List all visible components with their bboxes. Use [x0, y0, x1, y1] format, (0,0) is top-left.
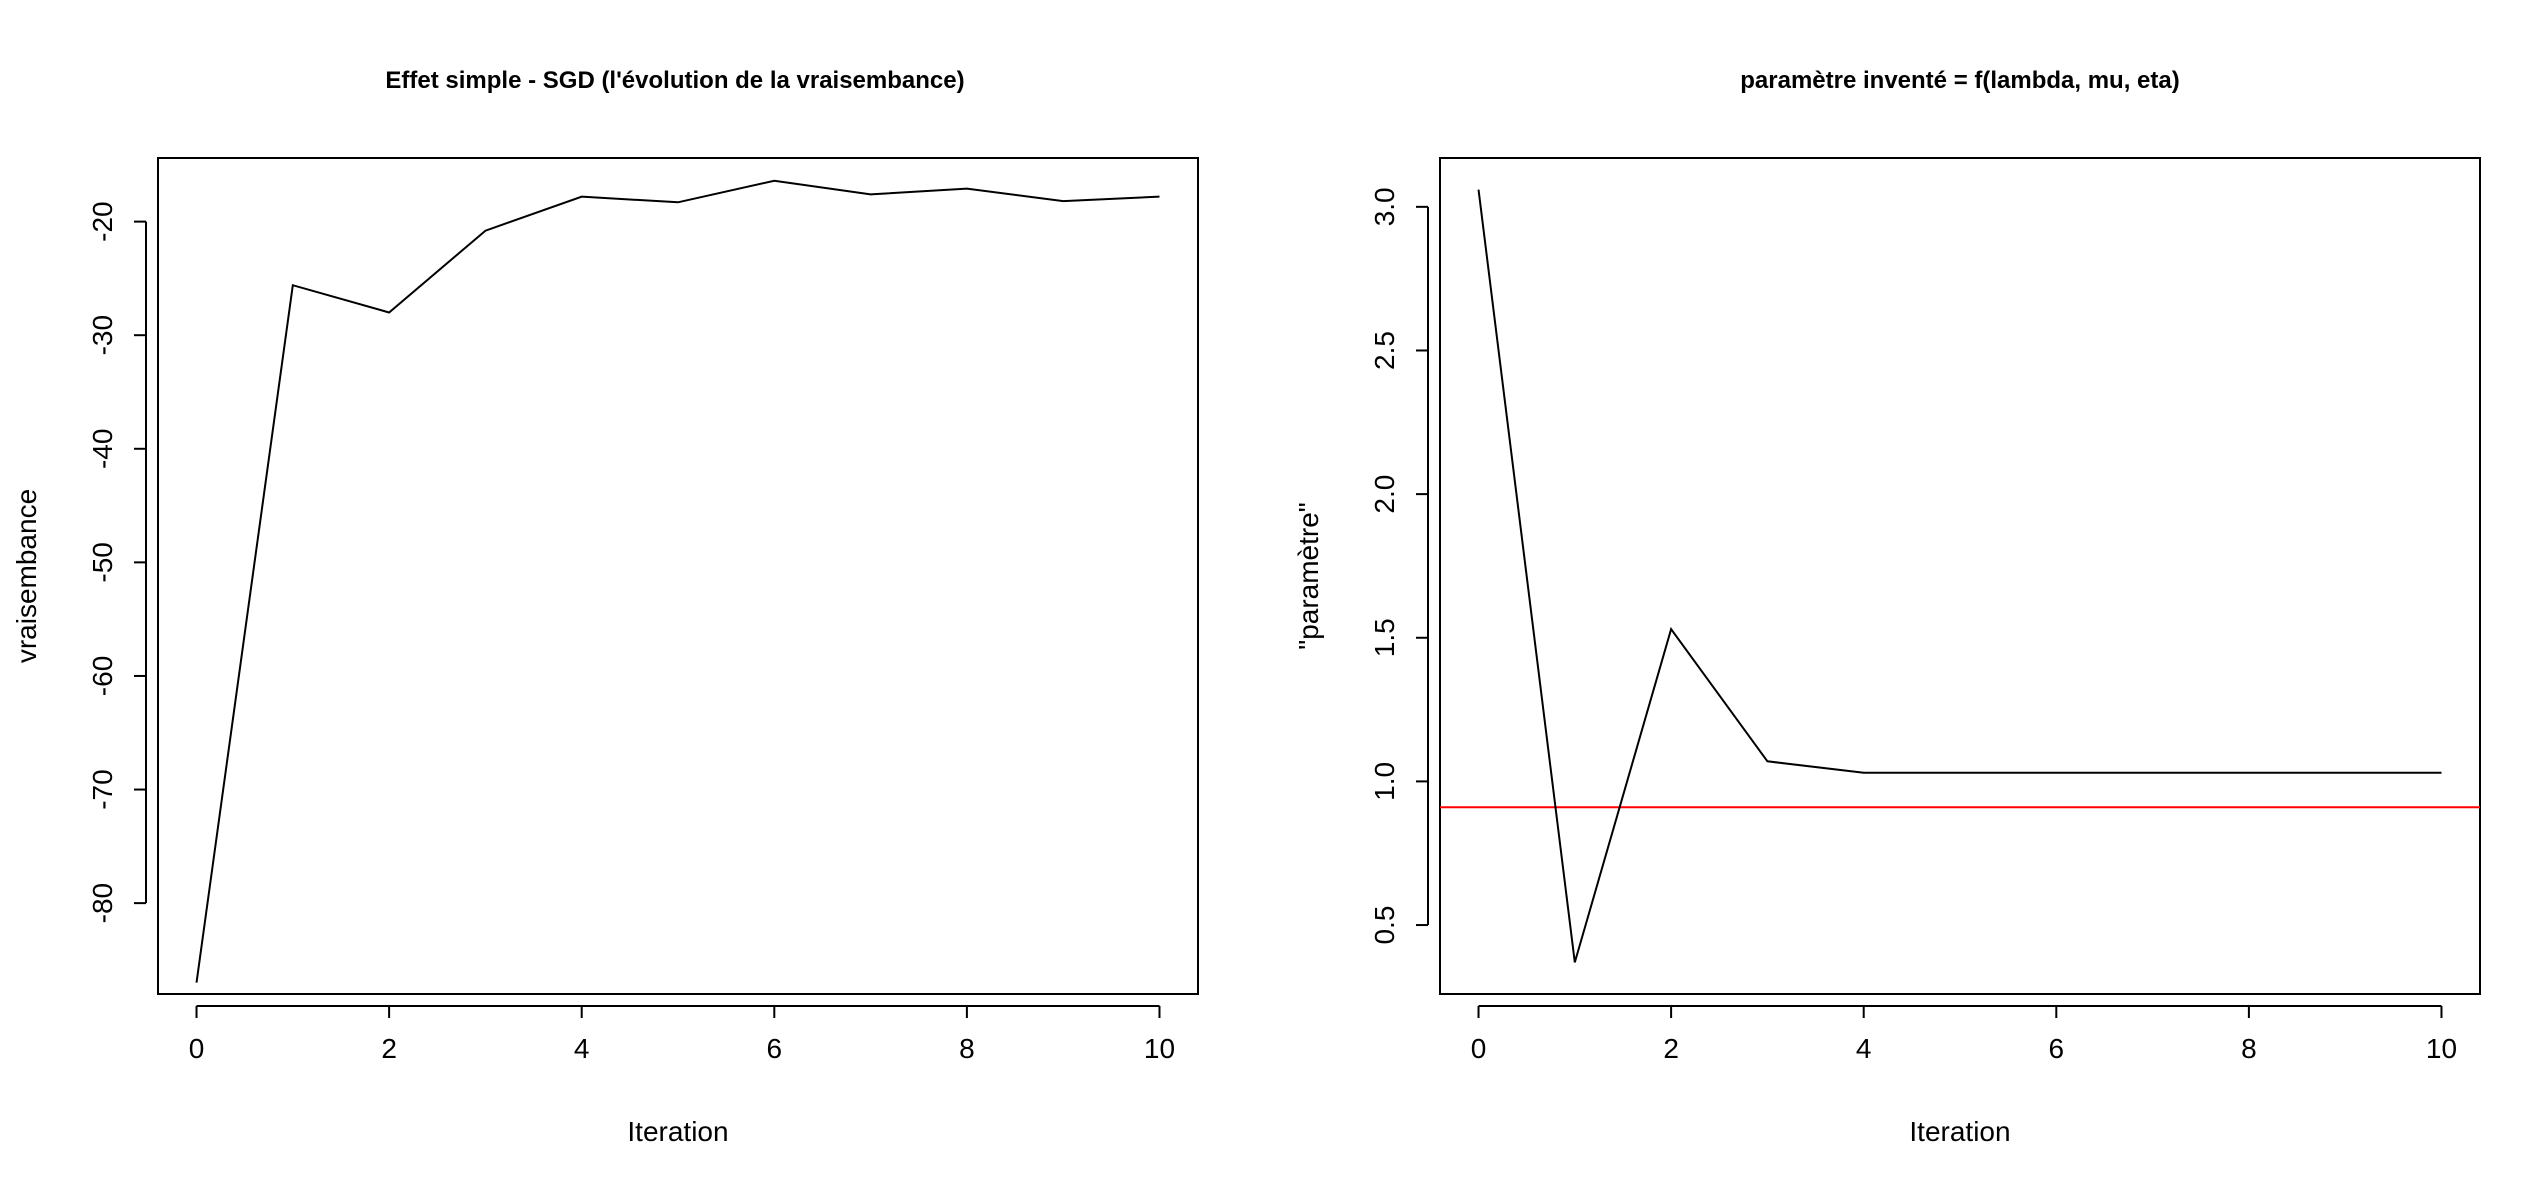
x-axis: 0 2 4 6 8 10 — [1471, 1005, 2457, 1064]
chart-panel-likelihood: Effet simple - SGD (l'évolution de la vr… — [11, 67, 1199, 1147]
x-axis-label: Iteration — [1909, 1116, 2010, 1147]
y-axis: -80 -70 -60 -50 -40 -30 -20 — [87, 201, 147, 923]
series-line — [1477, 189, 2442, 963]
y-tick-label: 1.5 — [1369, 618, 1400, 657]
x-tick-label: 2 — [1663, 1033, 1679, 1064]
x-tick-label: 0 — [189, 1033, 205, 1064]
plot-frame — [157, 157, 1199, 995]
x-tick-label: 10 — [1144, 1033, 1175, 1064]
y-tick-label: 0.5 — [1369, 906, 1400, 945]
x-tick-label: 10 — [2426, 1033, 2457, 1064]
y-tick-label: 3.0 — [1369, 187, 1400, 226]
chart-panel-parameter: paramètre inventé = f(lambda, mu, eta) I… — [1293, 67, 2481, 1147]
y-tick-label: -80 — [87, 883, 118, 923]
y-axis-label: "paramètre" — [1293, 502, 1324, 650]
x-axis-label: Iteration — [627, 1116, 728, 1147]
x-tick-label: 2 — [381, 1033, 397, 1064]
y-tick-label: 1.0 — [1369, 762, 1400, 801]
series-group — [1477, 189, 2442, 963]
y-tick-label: -30 — [87, 315, 118, 355]
y-tick-label: -60 — [87, 656, 118, 696]
x-tick-label: 6 — [767, 1033, 783, 1064]
y-tick-label: -20 — [87, 201, 118, 241]
y-axis-label: vraisembance — [11, 489, 42, 663]
y-tick-label: -70 — [87, 769, 118, 809]
y-tick-label: -50 — [87, 542, 118, 582]
x-tick-label: 6 — [2049, 1033, 2065, 1064]
series-group — [195, 179, 1160, 983]
x-tick-label: 0 — [1471, 1033, 1487, 1064]
x-tick-label: 8 — [2241, 1033, 2257, 1064]
y-tick-label: 2.0 — [1369, 475, 1400, 514]
series-line — [195, 179, 1160, 983]
x-tick-label: 4 — [574, 1033, 590, 1064]
chart-title: Effet simple - SGD (l'évolution de la vr… — [385, 67, 964, 94]
x-tick-label: 4 — [1856, 1033, 1872, 1064]
x-axis: 0 2 4 6 8 10 — [189, 1005, 1175, 1064]
x-tick-label: 8 — [959, 1033, 975, 1064]
y-axis: 0.5 1.0 1.5 2.0 2.5 3.0 — [1369, 187, 1429, 945]
y-tick-label: -40 — [87, 429, 118, 469]
y-tick-label: 2.5 — [1369, 331, 1400, 370]
plot-frame — [1439, 157, 2481, 995]
chart-title: paramètre inventé = f(lambda, mu, eta) — [1740, 67, 2179, 94]
